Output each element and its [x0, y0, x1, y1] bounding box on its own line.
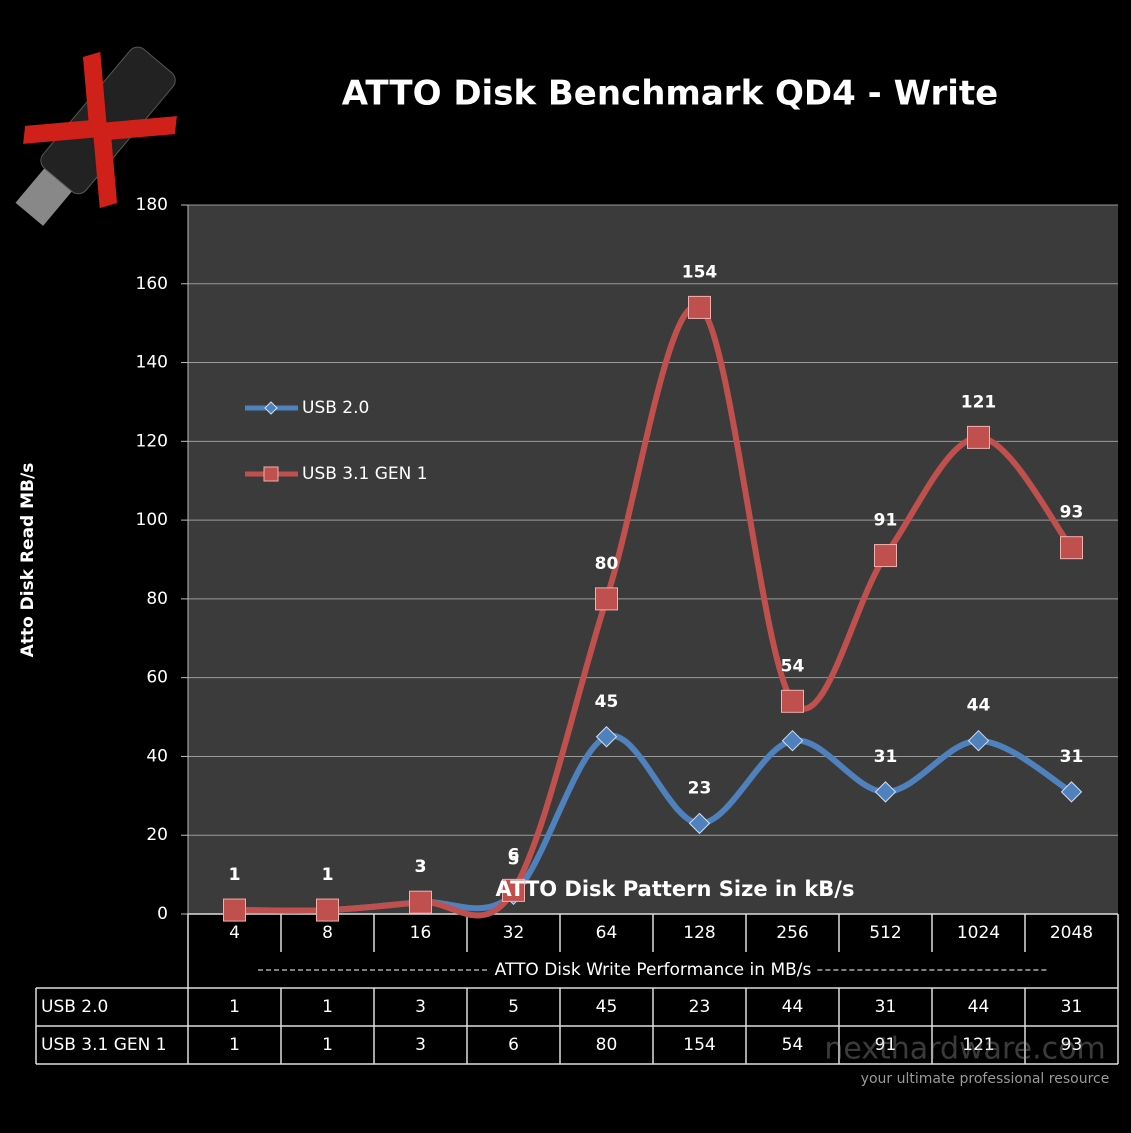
y-tick-label: 180 [136, 195, 168, 215]
data-label: 91 [874, 511, 898, 531]
y-tick-label: 140 [136, 353, 168, 373]
chart: ATTO Disk Benchmark QD4 - Write Atto Dis… [0, 0, 1131, 1133]
data-label: 31 [874, 747, 898, 767]
data-label: 3 [415, 857, 427, 877]
x-tick-label: 8 [322, 923, 333, 943]
table-cell: 80 [596, 1035, 618, 1055]
table-cell: 54 [782, 1035, 804, 1055]
x-tick-label: 512 [869, 923, 901, 943]
marker [782, 690, 804, 712]
table-cell: 5 [508, 997, 519, 1017]
table-row-label: USB 3.1 GEN 1 [41, 1035, 167, 1055]
x-tick-label: 1024 [957, 923, 1000, 943]
marker [689, 296, 711, 318]
data-label: 93 [1060, 503, 1084, 523]
table-cell: 1 [229, 997, 240, 1017]
y-tick-label: 60 [146, 668, 168, 688]
data-label: 23 [688, 778, 712, 798]
table-cell: 6 [508, 1035, 519, 1055]
legend-label: USB 2.0 [302, 398, 369, 418]
y-axis-label: Atto Disk Read MB/s [18, 463, 38, 658]
x-tick-label: 16 [410, 923, 432, 943]
marker [1061, 537, 1083, 559]
data-label: 80 [595, 554, 619, 574]
table-cell: 44 [968, 997, 990, 1017]
table-cell: 1 [322, 1035, 333, 1055]
data-label: 121 [961, 392, 997, 412]
y-tick-label: 40 [146, 746, 168, 766]
marker [968, 426, 990, 448]
x-tick-label: 32 [503, 923, 525, 943]
y-tick-label: 100 [136, 510, 168, 530]
table-cell: 44 [782, 997, 804, 1017]
table-cell: 1 [322, 997, 333, 1017]
data-label: 54 [781, 656, 805, 676]
data-label: 31 [1060, 747, 1084, 767]
x-axis-label: ATTO Disk Pattern Size in kB/s [496, 877, 855, 901]
plot-area [188, 205, 1118, 914]
data-label: 1 [229, 865, 241, 885]
x-tick-label: 64 [596, 923, 618, 943]
table-cell: 31 [875, 997, 897, 1017]
y-tick-label: 80 [146, 589, 168, 609]
table-cell: 3 [415, 997, 426, 1017]
table-cell: 3 [415, 1035, 426, 1055]
data-label: 45 [595, 692, 619, 712]
data-label: 6 [508, 845, 520, 865]
y-tick-label: 120 [136, 431, 168, 451]
marker [264, 467, 278, 481]
table-caption: ATTO Disk Write Performance in MB/s [495, 960, 812, 980]
x-tick-label: 4 [229, 923, 240, 943]
table-cell: 1 [229, 1035, 240, 1055]
data-label: 44 [967, 696, 991, 716]
watermark-tagline: your ultimate professional resource [861, 1071, 1110, 1087]
x-tick-label: 128 [683, 923, 715, 943]
marker [596, 588, 618, 610]
y-tick-label: 20 [146, 825, 168, 845]
x-tick-label: 2048 [1050, 923, 1093, 943]
marker [410, 891, 432, 913]
table-cell: 31 [1061, 997, 1083, 1017]
table-row-label: USB 2.0 [41, 997, 108, 1017]
table-cell: 154 [683, 1035, 715, 1055]
table-cell: 45 [596, 997, 618, 1017]
marker [317, 899, 339, 921]
data-label: 154 [682, 262, 718, 282]
legend-label: USB 3.1 GEN 1 [302, 464, 428, 484]
marker [875, 545, 897, 567]
y-tick-label: 160 [136, 274, 168, 294]
page: ATTO Disk Benchmark QD4 - Write Atto Dis… [0, 0, 1131, 1133]
y-tick-label: 0 [157, 904, 168, 924]
marker [224, 899, 246, 921]
table-cell: 23 [689, 997, 711, 1017]
x-tick-label: 256 [776, 923, 808, 943]
data-label: 1 [322, 865, 334, 885]
watermark: nexthardware.com [824, 1032, 1105, 1067]
chart-title: ATTO Disk Benchmark QD4 - Write [342, 74, 998, 114]
